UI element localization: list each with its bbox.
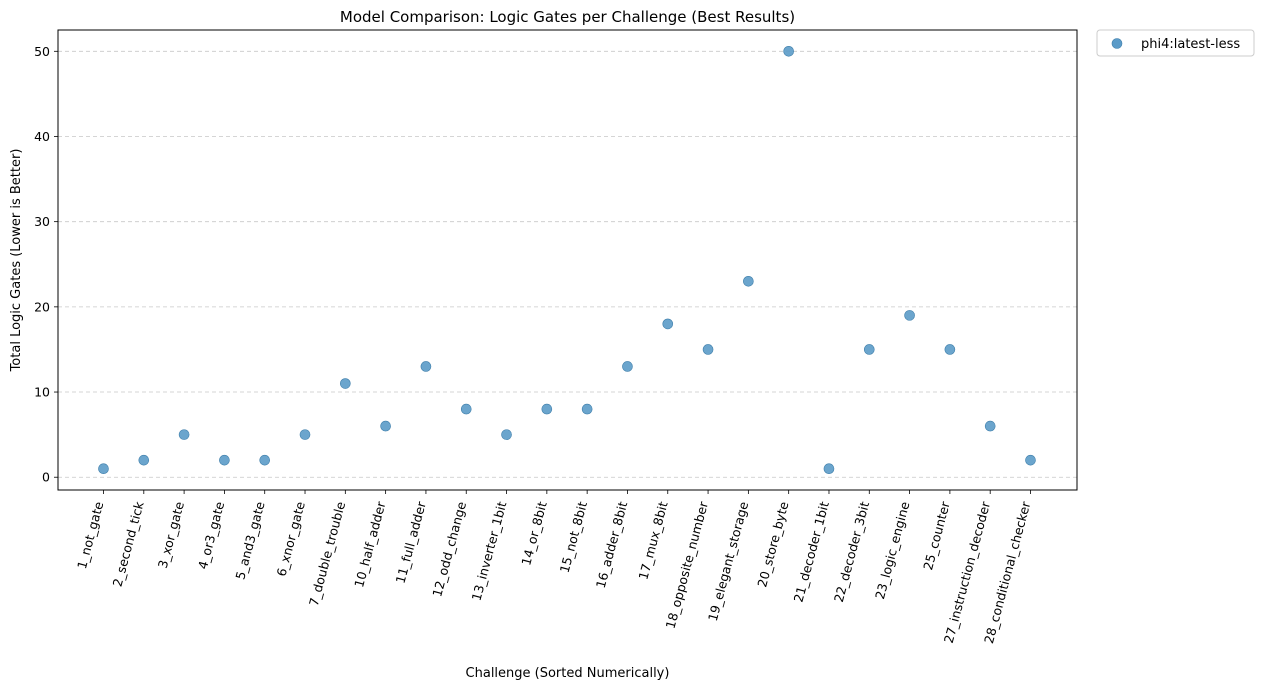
x-tick-label: 6_xnor_gate — [274, 500, 308, 578]
legend-box — [1096, 29, 1255, 57]
data-point — [944, 344, 956, 355]
data-point — [460, 403, 472, 415]
y-tick-label: 40 — [34, 129, 50, 144]
data-point — [863, 344, 875, 355]
x-tick-label: 25_counter — [920, 499, 953, 572]
data-point — [622, 361, 633, 372]
data-point — [662, 318, 674, 330]
y-tick-label: 30 — [34, 214, 50, 229]
data-point — [178, 429, 190, 440]
chart-title: Model Comparison: Logic Gates per Challe… — [340, 8, 795, 26]
legend-label: phi4:latest-less — [1141, 37, 1240, 52]
x-tick-label: 2_second_tick — [110, 499, 147, 588]
x-tick-label: 7_double_trouble — [306, 500, 348, 608]
data-point — [702, 344, 714, 355]
x-tick-label: 3_xor_gate — [155, 500, 187, 570]
legend: phi4:latest-less — [1096, 29, 1255, 57]
x-tick-label: 19_elegant_storage — [705, 500, 751, 623]
x-tick-label: 14_or_8bit — [518, 500, 549, 567]
y-axis-title: Total Logic Gates (Lower is Better) — [9, 149, 24, 373]
data-point — [823, 463, 835, 475]
x-tick-label: 21_decoder_1bit — [791, 500, 832, 604]
x-tick-label: 13_inverter_1bit — [469, 500, 510, 603]
data-point — [783, 45, 794, 57]
data-points — [98, 45, 1036, 475]
y-tick-label: 50 — [34, 44, 50, 59]
plot-area-frame — [57, 29, 1078, 491]
x-tick-label: 4_or3_gate — [195, 500, 228, 571]
x-tick-label: 17_mux_8bit — [635, 500, 670, 581]
x-tick-label: 11_full_adder — [393, 499, 429, 585]
x-tick-label: 22_decoder_3bit — [831, 500, 872, 604]
x-tick-label: 12_odd_change — [429, 500, 469, 599]
data-point — [904, 310, 915, 321]
x-tick-label: 16_adder_8bit — [593, 500, 631, 590]
data-point — [581, 403, 593, 415]
x-tick-label: 28_conditional_checker — [981, 499, 1034, 645]
data-point — [299, 429, 311, 440]
data-point — [501, 429, 512, 440]
data-point — [743, 275, 754, 287]
y-tick-label: 20 — [34, 299, 50, 314]
data-point — [984, 420, 996, 432]
grid-lines — [58, 50, 1077, 478]
x-tick-label: 18_opposite_number — [663, 499, 712, 630]
x-axis-ticks: 1_not_gate 2_second_tick 3_xor_gate 4_or3_g… — [74, 490, 1034, 645]
x-tick-label: 20_store_byte — [754, 500, 791, 589]
x-tick-label: 10_half_adder — [351, 499, 389, 589]
y-tick-label: 10 — [34, 385, 50, 400]
x-axis-title: Challenge (Sorted Numerically) — [466, 666, 670, 681]
x-tick-label: 23_logic_engine — [872, 500, 913, 601]
data-point — [1025, 454, 1036, 466]
data-point — [98, 463, 109, 475]
data-point — [420, 361, 432, 372]
data-point — [380, 420, 391, 432]
y-axis-ticks: 0 10 20 30 40 50 — [34, 44, 58, 485]
y-tick-label: 0 — [42, 470, 50, 485]
data-point — [340, 378, 351, 389]
data-point — [219, 454, 230, 466]
legend-marker — [1111, 38, 1123, 49]
data-point — [259, 454, 271, 466]
x-tick-label: 15_not_8bit — [557, 500, 590, 575]
data-point — [138, 454, 150, 466]
x-tick-label: 5_and3_gate — [232, 500, 267, 582]
data-point — [541, 403, 553, 415]
x-tick-label: 1_not_gate — [74, 500, 106, 571]
